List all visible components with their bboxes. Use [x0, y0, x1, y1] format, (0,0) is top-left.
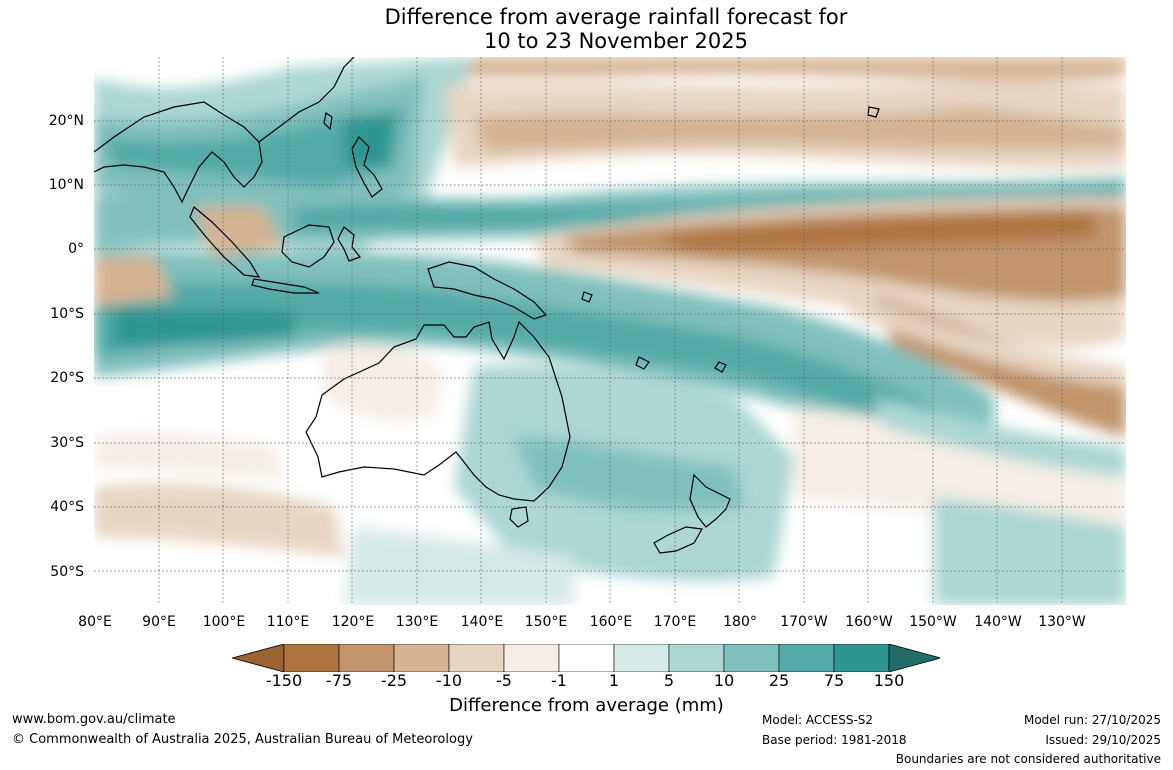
lat-label: 30°S — [50, 435, 84, 451]
colorbar-tick: -25 — [380, 671, 408, 690]
colorbar-tick: 25 — [768, 671, 790, 690]
lat-label: 10°S — [50, 306, 84, 322]
colorbar-tick: -5 — [496, 671, 512, 690]
map-title-line-2: 10 to 23 November 2025 — [484, 29, 748, 53]
colorbar-tick: 5 — [663, 671, 675, 690]
colorbar-swatch — [338, 644, 395, 672]
gridlines — [94, 57, 1126, 605]
anomaly-field — [94, 57, 1126, 605]
footer-model-run: Model run: 27/10/2025 — [1023, 713, 1161, 727]
footer-model: Model: ACCESS-S2 — [762, 713, 874, 727]
colorbar-tick: -1 — [551, 671, 567, 690]
colorbar-swatch — [778, 644, 835, 672]
colorbar-swatch — [833, 644, 890, 672]
lon-label: 140°E — [460, 614, 504, 630]
colorbar-swatch — [558, 644, 615, 672]
colorbar-label: Difference from average (mm) — [449, 695, 724, 716]
colorbar-swatch — [393, 644, 450, 672]
lon-label: 150°W — [909, 614, 957, 630]
colorbar-tick: 150 — [873, 671, 905, 690]
lon-label: 170°E — [653, 614, 697, 630]
colorbar-tick: -150 — [265, 671, 303, 690]
colorbar — [232, 644, 940, 672]
footer-website: www.bom.gov.au/climate — [12, 712, 176, 727]
lat-label: 0° — [68, 241, 84, 257]
colorbar-swatch — [503, 644, 560, 672]
lon-label: 160°W — [845, 614, 893, 630]
lon-label: 90°E — [142, 614, 176, 630]
lat-label: 40°S — [50, 499, 84, 515]
colorbar-tick: -75 — [325, 671, 353, 690]
footer-base-period: Base period: 1981-2018 — [762, 733, 907, 747]
lat-label: 20°S — [50, 370, 84, 386]
lon-label: 150°E — [524, 614, 568, 630]
footer-issued: Issued: 29/10/2025 — [1045, 733, 1161, 747]
lon-label: 140°W — [974, 614, 1022, 630]
lon-label: 180° — [723, 614, 757, 630]
colorbar-swatch — [613, 644, 670, 672]
footer-disclaimer: Boundaries are not considered authoritat… — [895, 752, 1161, 766]
coastlines — [94, 57, 880, 554]
lat-label: 10°N — [48, 177, 84, 193]
map-title-line-1: Difference from average rainfall forecas… — [384, 5, 848, 29]
colorbar-tick: -10 — [435, 671, 463, 690]
lon-label: 100°E — [202, 614, 246, 630]
colorbar-tick: 10 — [713, 671, 735, 690]
rainfall-anomaly-map — [94, 57, 1126, 605]
colorbar-swatch — [448, 644, 505, 672]
colorbar-swatch — [283, 644, 340, 672]
lat-label: 20°N — [48, 113, 84, 129]
lon-label: 130°E — [395, 614, 439, 630]
colorbar-tick: 75 — [823, 671, 845, 690]
footer-copyright: © Commonwealth of Australia 2025, Austra… — [12, 732, 473, 747]
lon-label: 80°E — [78, 614, 112, 630]
lat-label: 50°S — [50, 564, 84, 580]
colorbar-tick: 1 — [608, 671, 620, 690]
lon-label: 110°E — [266, 614, 310, 630]
lon-label: 160°E — [589, 614, 633, 630]
lon-label: 170°W — [780, 614, 828, 630]
lon-label: 120°E — [331, 614, 375, 630]
colorbar-extend-low — [232, 644, 285, 672]
colorbar-swatch — [668, 644, 725, 672]
colorbar-extend-high — [888, 644, 940, 672]
lon-label: 130°W — [1038, 614, 1086, 630]
colorbar-swatch — [723, 644, 780, 672]
